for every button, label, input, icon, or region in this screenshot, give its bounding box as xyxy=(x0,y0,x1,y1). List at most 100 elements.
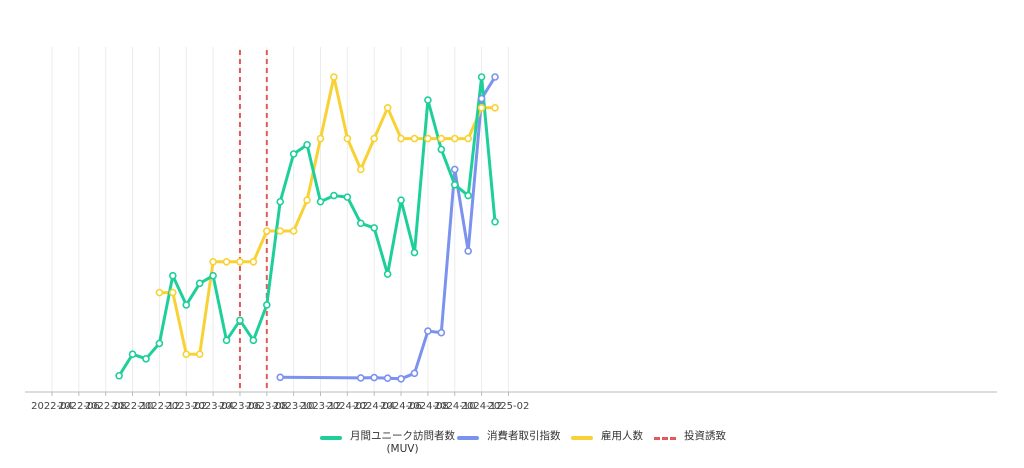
data-point xyxy=(128,350,137,359)
data-point xyxy=(195,350,204,359)
series-lines xyxy=(115,73,499,383)
x-tick-label: 2023-10 xyxy=(273,401,315,412)
legend-item-employees[interactable]: 雇用人数 xyxy=(571,430,643,443)
data-point xyxy=(262,227,271,235)
data-point xyxy=(410,369,419,378)
x-tick-label: 2023-04 xyxy=(192,401,234,412)
data-point xyxy=(249,257,258,266)
data-point xyxy=(477,104,486,112)
x-tick-label: 2023-02 xyxy=(165,401,207,412)
x-tick-label: 2024-04 xyxy=(353,401,395,412)
x-tick-label: 2022-10 xyxy=(112,401,154,412)
data-point xyxy=(437,145,446,154)
data-point xyxy=(289,227,298,235)
legend-item-consumer-index[interactable]: 消費者取引指数 xyxy=(457,430,561,443)
x-axis: 2022-042022-062022-082022-102022-122023-… xyxy=(25,391,997,412)
x-tick-label: 2022-04 xyxy=(31,401,73,412)
data-point xyxy=(115,371,123,380)
data-point xyxy=(356,374,365,382)
data-point xyxy=(222,257,231,266)
data-point xyxy=(370,134,379,143)
data-point xyxy=(155,288,164,297)
line-chart: 2022-042022-062022-082022-102022-122023-… xyxy=(25,47,997,412)
series-line xyxy=(157,75,497,356)
data-point xyxy=(276,373,285,382)
data-point xyxy=(464,134,472,143)
data-point xyxy=(383,104,392,112)
data-point xyxy=(356,219,365,228)
data-point xyxy=(397,134,405,143)
data-point xyxy=(491,73,499,81)
event-markers xyxy=(238,50,268,392)
legend-swatch-employees xyxy=(571,436,593,440)
data-point xyxy=(410,134,419,143)
data-point xyxy=(236,257,244,266)
data-point xyxy=(142,355,150,363)
data-point xyxy=(450,181,459,189)
data-point xyxy=(450,134,459,143)
legend-swatch-investment xyxy=(654,437,676,440)
data-point xyxy=(356,165,365,174)
data-point xyxy=(195,279,204,288)
x-tick-label: 2024-06 xyxy=(380,401,422,412)
data-point xyxy=(477,73,486,81)
legend-label-consumer-index: 消費者取引指数 xyxy=(487,430,561,442)
series-line xyxy=(278,75,497,381)
x-tick-label: 2024-10 xyxy=(434,401,476,412)
data-point xyxy=(397,375,405,383)
data-point xyxy=(262,301,271,309)
data-point xyxy=(276,197,285,206)
x-tick-label: 2022-12 xyxy=(139,401,181,412)
data-point xyxy=(477,94,486,103)
x-tick-label: 2022-08 xyxy=(85,401,127,412)
data-point xyxy=(249,336,258,345)
data-point xyxy=(316,197,325,206)
x-tick-label: 2024-08 xyxy=(407,401,449,412)
legend-label-investment: 投資誘致 xyxy=(684,430,726,442)
data-point xyxy=(370,224,379,232)
data-point xyxy=(464,191,472,200)
data-point xyxy=(424,96,432,104)
data-point xyxy=(424,327,432,335)
data-point xyxy=(209,271,217,280)
data-point xyxy=(450,165,459,174)
data-point xyxy=(316,134,325,143)
legend-swatch-consumer-index xyxy=(457,436,479,440)
data-point xyxy=(437,134,446,143)
legend-item-muv[interactable]: 月間ユニーク訪問者数 (MUV) xyxy=(320,430,455,455)
x-tick-label: 2024-12 xyxy=(461,401,503,412)
x-tick-label: 2023-12 xyxy=(300,401,342,412)
legend-label-employees: 雇用人数 xyxy=(601,430,643,442)
data-point xyxy=(491,217,499,226)
data-point xyxy=(383,374,392,383)
data-point xyxy=(276,227,285,235)
data-point xyxy=(437,328,446,337)
x-tick-label: 2023-06 xyxy=(219,401,261,412)
grid-lines xyxy=(51,47,509,392)
data-point xyxy=(155,339,164,348)
legend-swatch-muv xyxy=(320,436,342,440)
x-tick-label: 2024-02 xyxy=(326,401,368,412)
legend: 月間ユニーク訪問者数 (MUV) 消費者取引指数 雇用人数 投資誘致 xyxy=(0,430,1024,464)
data-point xyxy=(236,316,244,325)
data-point xyxy=(397,196,405,204)
data-point xyxy=(330,73,338,81)
data-point xyxy=(169,271,177,280)
data-point xyxy=(182,301,191,309)
data-point xyxy=(222,336,231,345)
data-point xyxy=(289,150,298,158)
data-point xyxy=(209,257,217,266)
legend-item-investment[interactable]: 投資誘致 xyxy=(654,430,726,443)
data-point xyxy=(410,248,419,257)
data-point xyxy=(303,140,311,149)
data-point xyxy=(182,350,191,359)
data-point xyxy=(343,193,352,201)
data-point xyxy=(330,191,338,200)
data-point xyxy=(370,373,379,382)
legend-label-muv: 月間ユニーク訪問者数 (MUV) xyxy=(350,430,455,455)
data-point xyxy=(491,104,499,112)
x-tick-label: 2023-08 xyxy=(246,401,288,412)
data-point xyxy=(343,134,352,143)
data-point xyxy=(464,247,472,255)
